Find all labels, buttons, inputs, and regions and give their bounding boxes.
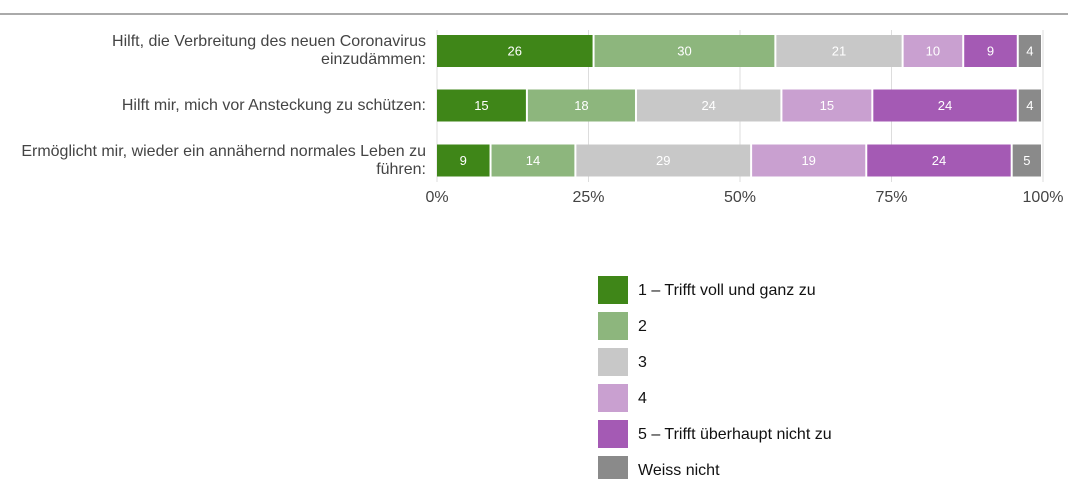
data-label: 30	[677, 43, 691, 58]
data-label: 24	[938, 98, 952, 113]
data-label: 4	[1026, 43, 1033, 58]
bar-segment	[1018, 89, 1041, 122]
legend-swatch	[598, 420, 628, 448]
category-label: Ermöglicht mir, wieder ein annähernd nor…	[21, 142, 426, 178]
bar-segment	[964, 35, 1017, 67]
legend-label: 4	[638, 390, 647, 407]
data-label: 21	[832, 43, 846, 58]
bar-segment	[527, 89, 635, 122]
data-label: 24	[701, 98, 715, 113]
bar-segment	[437, 35, 593, 67]
bar-segment	[594, 35, 775, 67]
legend-label: 1 – Trifft voll und ganz zu	[638, 282, 816, 299]
legend-swatch	[598, 384, 628, 412]
legend-label: 5 – Trifft überhaupt nicht zu	[638, 426, 832, 443]
data-label: 9	[987, 43, 994, 58]
data-label: 4	[1026, 98, 1033, 113]
legend-swatch	[598, 276, 628, 304]
legend-label: Weiss nicht	[638, 462, 720, 479]
bar-segment	[437, 144, 490, 177]
data-label: 15	[474, 98, 488, 113]
data-label: 5	[1023, 153, 1030, 168]
data-label: 15	[820, 98, 834, 113]
bar-segment	[752, 144, 866, 177]
legend-swatch	[598, 348, 628, 376]
data-label: 10	[926, 43, 940, 58]
data-label: 9	[460, 153, 467, 168]
x-tick-label: 25%	[572, 189, 604, 206]
x-tick-label: 75%	[875, 189, 907, 206]
bar-segment	[636, 89, 781, 122]
bar-segment	[782, 89, 872, 122]
category-label: Hilft mir, mich vor Ansteckung zu schütz…	[121, 96, 426, 114]
bar-segment	[867, 144, 1011, 177]
bar-segment	[437, 89, 526, 122]
bar-segment	[491, 144, 575, 177]
data-label: 19	[801, 153, 815, 168]
data-label: 14	[526, 153, 540, 168]
category-label: Hilft, die Verbreitung des neuen Coronav…	[112, 33, 426, 68]
data-label: 24	[932, 153, 946, 168]
data-label: 29	[656, 153, 670, 168]
legend-swatch	[598, 312, 628, 340]
data-label: 26	[508, 43, 522, 58]
x-tick-label: 0%	[425, 189, 448, 206]
bar-segment	[1012, 144, 1041, 177]
legend-label: 2	[638, 318, 647, 335]
x-tick-label: 50%	[724, 189, 756, 206]
legend-label: 3	[638, 354, 647, 371]
bar-segment	[873, 89, 1017, 122]
bar-segment	[903, 35, 963, 67]
bar-segment	[576, 144, 751, 177]
data-label: 18	[574, 98, 588, 113]
legend-swatch	[598, 456, 628, 479]
x-tick-label: 100%	[1023, 189, 1064, 206]
bar-segment	[1018, 35, 1041, 67]
bar-segment	[776, 35, 902, 67]
